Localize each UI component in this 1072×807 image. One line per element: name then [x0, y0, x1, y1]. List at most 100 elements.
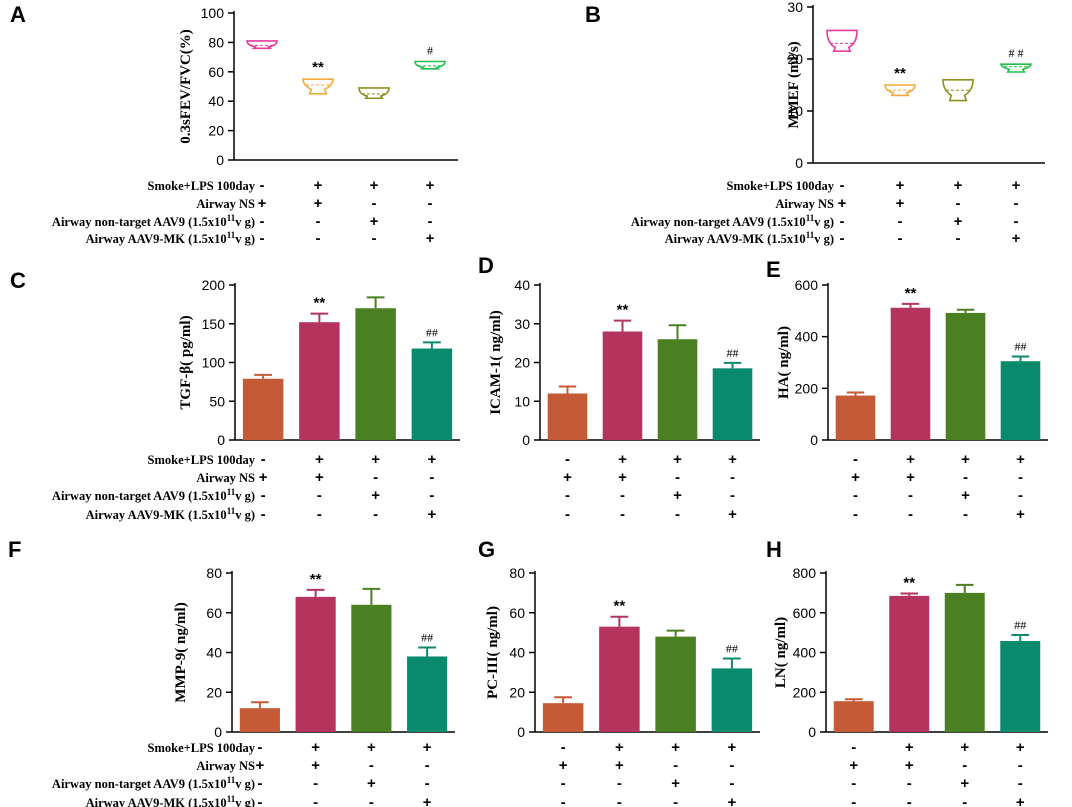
treatment-sign: - [260, 230, 265, 247]
treatment-label: Airway AAV9-MK (1.5x1011v g) [86, 506, 255, 522]
bar [945, 312, 986, 440]
y-tick-label: 10 [787, 103, 803, 119]
violin [826, 29, 858, 52]
bar [239, 708, 280, 732]
significance-label: ** [905, 285, 917, 302]
treatment-sign: - [853, 487, 858, 504]
treatment-label: Airway NS [196, 197, 255, 211]
treatment-sign: + [1012, 230, 1021, 247]
violin [246, 40, 278, 50]
treatment-sign: - [853, 451, 858, 468]
treatment-sign: + [1016, 794, 1025, 807]
treatment-sign: + [426, 230, 435, 247]
bar [599, 626, 640, 732]
significance-label: # # [1009, 46, 1024, 60]
treatment-label: Airway non-target AAV9 (1.5x1011v g) [52, 487, 255, 503]
significance-label: ** [617, 302, 629, 319]
bar [411, 348, 453, 440]
treatment-sign: + [563, 469, 572, 486]
y-axis-label: MMEF (ml/s) [786, 41, 802, 128]
treatment-sign: - [853, 506, 858, 523]
significance-label: ## [421, 631, 433, 645]
y-tick-label: 60 [509, 605, 525, 621]
bar [712, 368, 753, 440]
treatment-sign: + [1016, 739, 1025, 756]
treatment-sign: + [849, 757, 858, 774]
y-tick-label: 150 [202, 316, 226, 332]
treatment-sign: + [423, 794, 432, 807]
treatment-sign: - [963, 469, 968, 486]
y-tick-label: 0 [217, 432, 225, 448]
treatment-sign: - [257, 739, 262, 756]
treatment-sign: + [311, 739, 320, 756]
treatment-sign: + [728, 451, 737, 468]
treatment-sign: + [315, 451, 324, 468]
treatment-sign: - [425, 757, 430, 774]
treatment-sign: + [259, 469, 268, 486]
treatment-sign: - [425, 775, 430, 792]
treatment-sign: - [729, 775, 734, 792]
treatment-sign: + [961, 451, 970, 468]
treatment-sign: + [615, 739, 624, 756]
y-tick-label: 20 [787, 51, 803, 67]
treatment-label: Airway NS [775, 197, 834, 211]
treatment-sign: - [313, 794, 318, 807]
treatment-sign: + [618, 469, 627, 486]
bar [890, 307, 931, 440]
treatment-label: Airway non-target AAV9 (1.5x1011v g) [631, 213, 834, 229]
treatment-sign: + [367, 739, 376, 756]
y-tick-label: 400 [793, 645, 817, 661]
violin [884, 84, 916, 97]
treatment-sign: + [896, 195, 905, 212]
treatment-sign: - [260, 177, 265, 194]
treatment-sign: + [954, 177, 963, 194]
y-tick-label: 200 [793, 684, 817, 700]
significance-label: ## [727, 346, 739, 360]
bar [711, 668, 753, 732]
y-tick-label: 800 [793, 565, 817, 581]
treatment-sign: + [367, 775, 376, 792]
significance-label: ** [312, 59, 324, 76]
y-tick-label: 0 [216, 152, 224, 168]
treatment-sign: + [371, 487, 380, 504]
treatment-sign: + [315, 469, 324, 486]
treatment-sign: - [1018, 469, 1023, 486]
treatment-sign: - [257, 775, 262, 792]
treatment-sign: - [675, 469, 680, 486]
y-axis-label: PC-III( ng/ml) [485, 606, 501, 699]
treatment-sign: + [370, 213, 379, 230]
y-tick-label: 600 [795, 277, 819, 293]
treatment-sign: + [896, 177, 905, 194]
treatment-sign: - [840, 177, 845, 194]
treatment-sign: - [317, 487, 322, 504]
treatment-sign: - [851, 739, 856, 756]
treatment-sign: - [428, 195, 433, 212]
treatment-sign: + [960, 739, 969, 756]
treatment-sign: - [316, 230, 321, 247]
treatment-sign: + [618, 451, 627, 468]
treatment-sign: + [906, 469, 915, 486]
treatment-sign: - [617, 775, 622, 792]
significance-label: ** [614, 598, 626, 615]
violin [302, 78, 334, 95]
y-tick-label: 60 [208, 64, 224, 80]
treatment-sign: - [561, 794, 566, 807]
significance-label: ## [426, 325, 438, 339]
y-tick-label: 80 [509, 565, 525, 581]
treatment-sign: + [255, 757, 264, 774]
treatment-sign: + [906, 451, 915, 468]
treatment-sign: - [1018, 757, 1023, 774]
y-tick-label: 20 [206, 684, 222, 700]
y-tick-label: 0 [810, 432, 818, 448]
treatment-sign: - [316, 213, 321, 230]
bar [542, 703, 584, 732]
treatment-sign: + [314, 177, 323, 194]
treatment-sign: + [423, 739, 432, 756]
y-tick-label: 0 [795, 155, 803, 171]
y-tick-label: 80 [208, 34, 224, 50]
bar [547, 393, 588, 440]
y-tick-label: 20 [514, 355, 530, 371]
treatment-sign: - [428, 213, 433, 230]
